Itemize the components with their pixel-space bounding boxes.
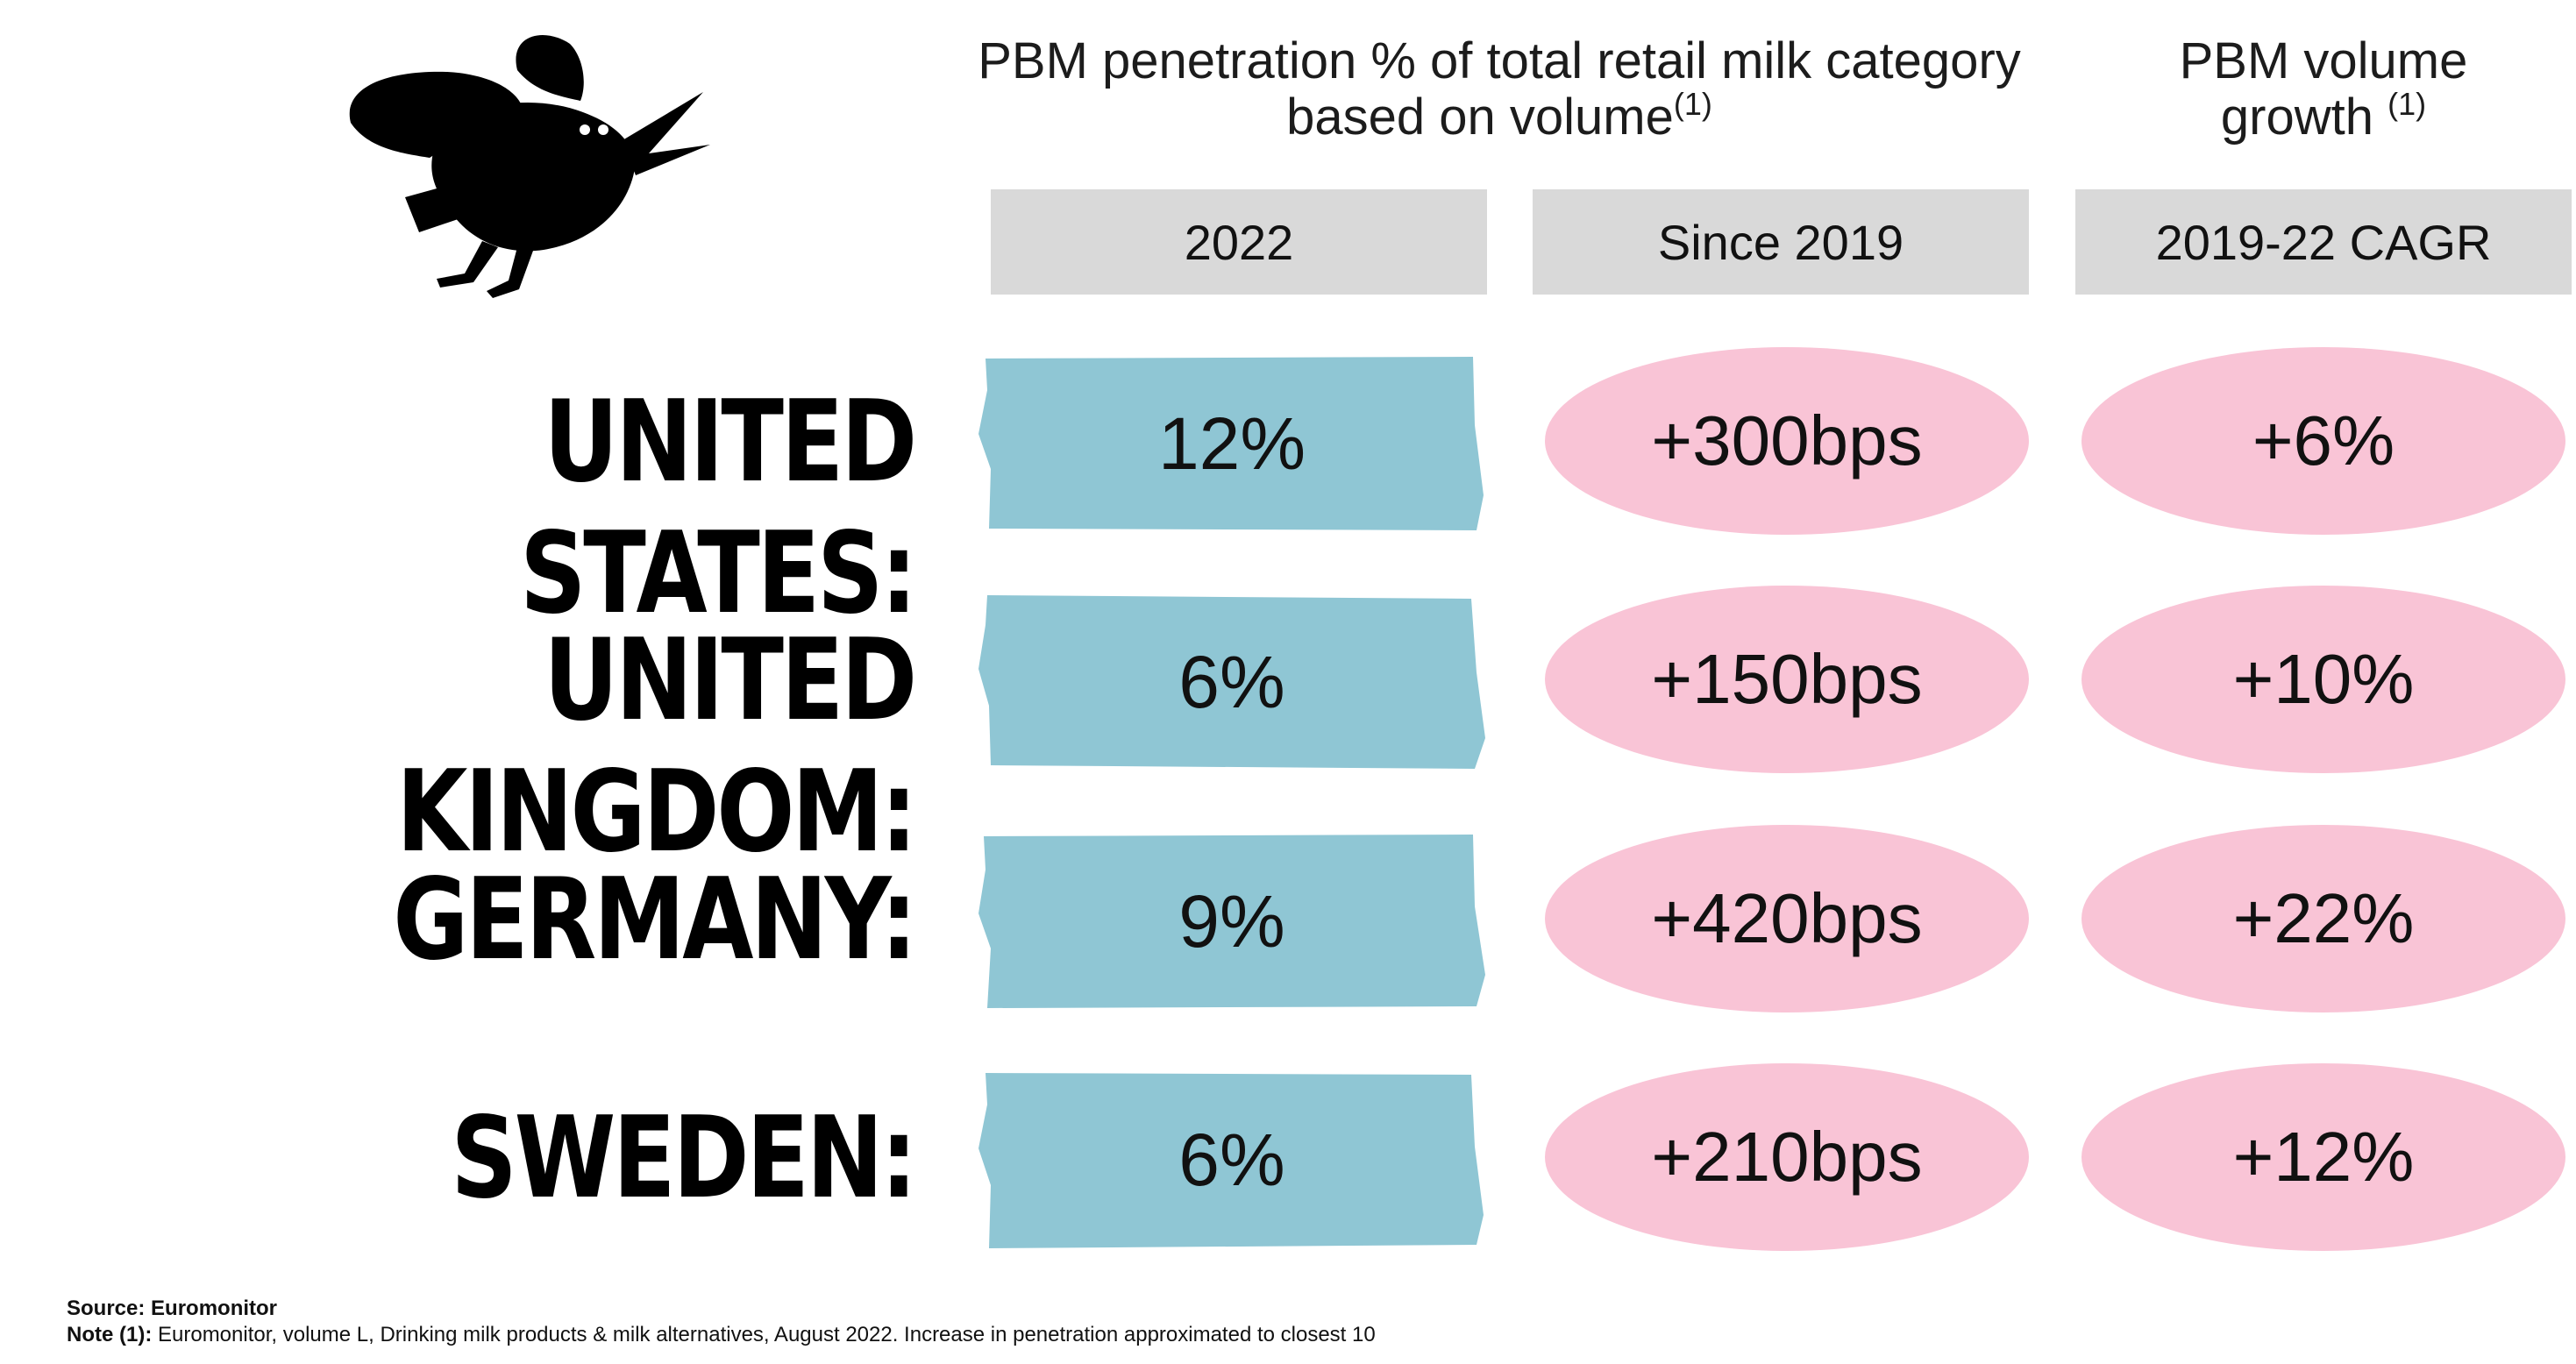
- penetration-value: 12%: [1157, 401, 1306, 485]
- growth-note-ref: (1): [2387, 86, 2427, 122]
- column-header-since-2019: Since 2019: [1533, 189, 2029, 295]
- note-label: Note (1):: [67, 1323, 153, 1346]
- penetration-value: 6%: [1178, 640, 1285, 723]
- since-2019-pill-germany: +420bps: [1545, 825, 2029, 1012]
- country-label-sweden: SWEDEN:: [451, 1093, 917, 1224]
- cagr-pill-united-states: +6%: [2081, 347, 2565, 535]
- penetration-header: PBM penetration % of total retail milk c…: [956, 33, 2043, 146]
- cagr-pill-united-kingdom: +10%: [2081, 586, 2565, 773]
- penetration-box-sweden: 6%: [975, 1071, 1489, 1248]
- cagr-pill-sweden: +12%: [2081, 1063, 2565, 1251]
- since-2019-pill-united-kingdom: +150bps: [1545, 586, 2029, 773]
- country-label-germany: GERMANY:: [393, 855, 917, 985]
- country-label-united-states: UNITED STATES:: [519, 377, 917, 639]
- note-line: Note (1): Euromonitor, volume L, Drinkin…: [67, 1321, 1376, 1349]
- penetration-box-united-states: 12%: [975, 355, 1489, 532]
- source-label: Source: Euromonitor: [67, 1297, 278, 1320]
- country-label-united-kingdom: UNITED KINGDOM:: [396, 615, 917, 877]
- column-header-cagr: 2019-22 CAGR: [2075, 189, 2572, 295]
- penetration-note-ref: (1): [1673, 86, 1712, 122]
- note-text: Euromonitor, volume L, Drinking milk pro…: [152, 1323, 1376, 1346]
- bird-logo-icon: [333, 18, 737, 298]
- penetration-box-united-kingdom: 6%: [975, 593, 1489, 771]
- column-header-2022: 2022: [991, 189, 1487, 295]
- penetration-value: 9%: [1178, 879, 1285, 963]
- penetration-value: 6%: [1178, 1118, 1285, 1201]
- growth-title: PBM volume growth: [2179, 32, 2468, 146]
- penetration-box-germany: 9%: [975, 833, 1489, 1010]
- growth-header: PBM volume growth (1): [2104, 33, 2543, 146]
- penetration-title: PBM penetration % of total retail milk c…: [978, 32, 2021, 146]
- source-line: Source: Euromonitor: [67, 1295, 277, 1323]
- since-2019-pill-sweden: +210bps: [1545, 1063, 2029, 1251]
- since-2019-pill-united-states: +300bps: [1545, 347, 2029, 535]
- cagr-pill-germany: +22%: [2081, 825, 2565, 1012]
